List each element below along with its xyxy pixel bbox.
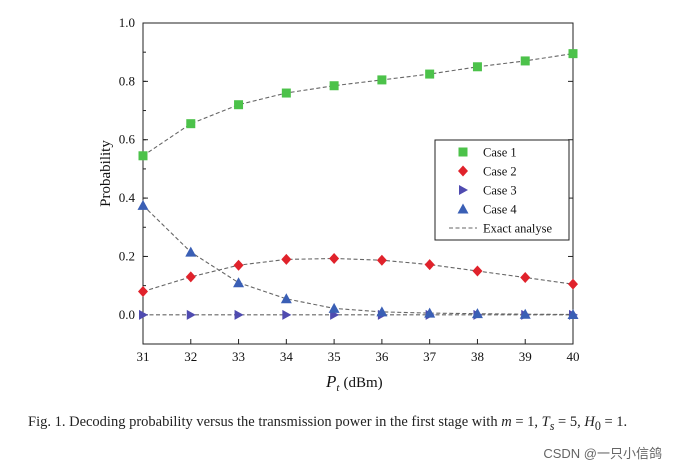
point-case-3 — [282, 309, 292, 320]
plot-area — [142, 22, 574, 345]
x-axis-title-sub: t — [336, 382, 340, 394]
point-case-4 — [328, 302, 340, 313]
caption-one: 1 — [527, 414, 535, 430]
point-case-2 — [424, 259, 435, 271]
point-case-3 — [139, 309, 148, 320]
exact-line-2 — [142, 257, 574, 293]
legend-marker-case-4 — [457, 203, 469, 214]
point-case-4 — [185, 246, 197, 257]
caption-lead: Fig. 1. Decoding probability versus the … — [28, 414, 502, 430]
point-case-1 — [520, 56, 530, 66]
point-case-4 — [280, 293, 292, 304]
point-case-1 — [568, 49, 578, 59]
legend-label: Case 3 — [483, 184, 517, 198]
x-tick-label: 39 — [519, 349, 532, 364]
y-tick-label: 0.8 — [119, 73, 135, 88]
caption-eq2: = 5, — [554, 414, 585, 430]
point-case-2 — [472, 265, 483, 277]
point-case-1 — [472, 62, 482, 72]
legend-marker-case-1 — [458, 147, 468, 157]
point-case-3 — [234, 309, 244, 320]
caption-comma: , — [534, 414, 542, 430]
x-tick-label: 35 — [328, 349, 341, 364]
watermark: CSDN @一只小信鸽 — [543, 446, 662, 461]
x-tick-label: 38 — [471, 349, 484, 364]
caption-m: m — [501, 414, 512, 430]
legend-label: Case 1 — [483, 146, 517, 160]
x-axis-title-unit: (dBm) — [343, 375, 382, 391]
point-case-1 — [186, 119, 196, 129]
y-tick-label: 0.0 — [119, 307, 135, 322]
chart: 0.00.20.40.60.81.0 31 32 33 34 35 36 37 38 39 40 … — [98, 15, 580, 394]
point-case-4 — [137, 199, 149, 210]
point-case-1 — [138, 151, 148, 161]
legend-label: Case 2 — [483, 165, 517, 179]
x-tick-label: 40 — [567, 349, 580, 364]
x-tick-label: 36 — [375, 349, 389, 364]
x-axis: 31 32 33 34 35 36 37 38 39 40 — [137, 339, 580, 364]
point-case-4 — [376, 306, 388, 317]
caption-T: T — [541, 414, 550, 430]
legend-label: Case 4 — [483, 203, 517, 217]
point-case-2 — [233, 259, 244, 271]
x-tick-label: 33 — [232, 349, 245, 364]
series-markers — [137, 49, 579, 320]
x-tick-label: 32 — [184, 349, 197, 364]
point-case-1 — [425, 69, 435, 79]
point-case-4 — [424, 307, 436, 318]
point-case-1 — [377, 75, 387, 85]
point-case-2 — [138, 285, 148, 297]
exact-line-1 — [142, 53, 574, 157]
point-case-2 — [376, 254, 387, 266]
legend-marker-case-3 — [459, 185, 468, 195]
point-case-3 — [186, 309, 196, 320]
point-case-2 — [329, 252, 340, 264]
point-case-4 — [471, 308, 483, 319]
x-axis-title: Pt (dBm) — [325, 372, 383, 394]
point-case-2 — [185, 271, 196, 283]
figure-caption: Fig. 1. Decoding probability versus the … — [28, 412, 658, 436]
point-case-4 — [567, 309, 579, 320]
caption-H: H — [584, 414, 595, 430]
y-tick-label: 0.4 — [119, 190, 136, 205]
legend-marker-case-2 — [458, 165, 468, 177]
x-tick-label: 37 — [423, 349, 437, 364]
caption-eq3: = 1. — [600, 414, 628, 430]
point-case-4 — [519, 308, 531, 319]
exact-line-4 — [142, 205, 574, 316]
x-axis-title-main: P — [325, 372, 336, 391]
point-case-2 — [520, 271, 531, 283]
legend-box — [434, 139, 570, 241]
legend: Case 1 Case 2 Case 3 Case 4 Exact analyse — [434, 139, 570, 241]
caption-H-sub: 0 — [594, 418, 601, 433]
x-tick-label: 34 — [280, 349, 294, 364]
legend-label: Exact analyse — [483, 222, 553, 236]
point-case-1 — [329, 81, 339, 91]
y-tick-label: 0.2 — [119, 248, 135, 263]
y-tick-label: 0.6 — [119, 132, 136, 147]
point-case-1 — [234, 100, 244, 110]
point-case-2 — [568, 278, 578, 290]
y-axis: 0.0 0.2 0.4 0.6 0.8 1.0 — [119, 15, 573, 345]
caption-eq1: = — [511, 414, 528, 430]
axes-frame — [142, 22, 574, 345]
x-tick-label: 31 — [137, 349, 150, 364]
y-axis-title: Probability — [98, 140, 114, 207]
caption-T-sub: s — [549, 418, 555, 433]
point-case-4 — [233, 277, 245, 288]
y-tick-label: 1.0 — [119, 15, 135, 30]
exact-lines — [142, 53, 574, 316]
point-case-2 — [281, 253, 292, 265]
point-case-1 — [281, 88, 291, 98]
